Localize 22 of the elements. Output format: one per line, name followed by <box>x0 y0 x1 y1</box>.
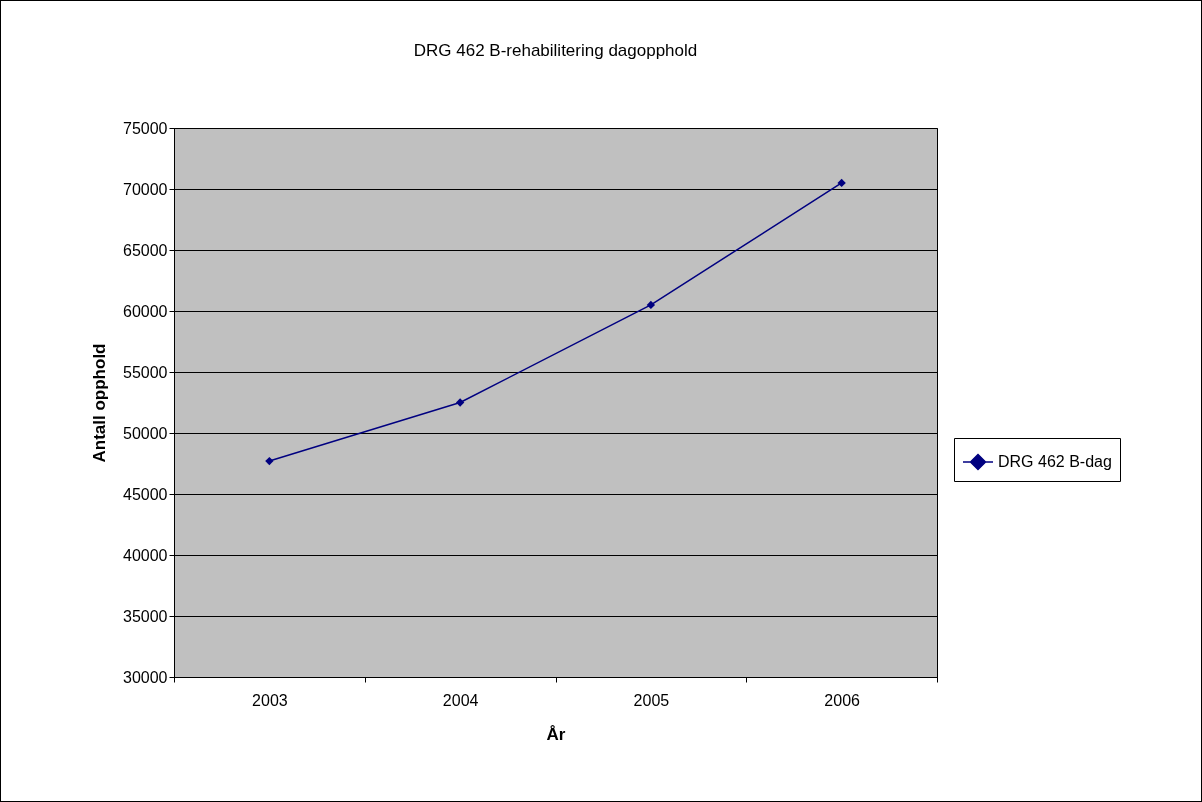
y-tick-label: 65000 <box>123 241 168 259</box>
y-axis-title: Antall opphold <box>90 343 110 463</box>
x-tick-label: 2005 <box>633 691 670 709</box>
y-tick-label: 55000 <box>123 363 168 381</box>
y-tick-label: 60000 <box>123 302 168 320</box>
chart-title: DRG 462 B-rehabilitering dagopphold <box>413 41 698 60</box>
point <box>837 178 846 188</box>
y-tick-label: 75000 <box>123 119 168 137</box>
x-tick-label: 2006 <box>824 691 861 709</box>
point <box>265 456 274 466</box>
y-tick-label: 70000 <box>123 180 168 198</box>
legend-label: DRG 462 B-dag <box>998 453 1112 470</box>
y-tick-label: 30000 <box>123 668 168 686</box>
y-tick-label: 45000 <box>123 485 168 503</box>
y-tick-label: 40000 <box>123 546 168 564</box>
point <box>646 300 656 310</box>
x-tick-label: 2004 <box>442 691 479 709</box>
y-tick-label: 50000 <box>123 424 168 442</box>
x-tick-label: 2003 <box>252 691 288 709</box>
y-tick-label: 35000 <box>123 607 168 625</box>
x-axis-title: År <box>546 724 566 744</box>
point <box>455 398 465 407</box>
